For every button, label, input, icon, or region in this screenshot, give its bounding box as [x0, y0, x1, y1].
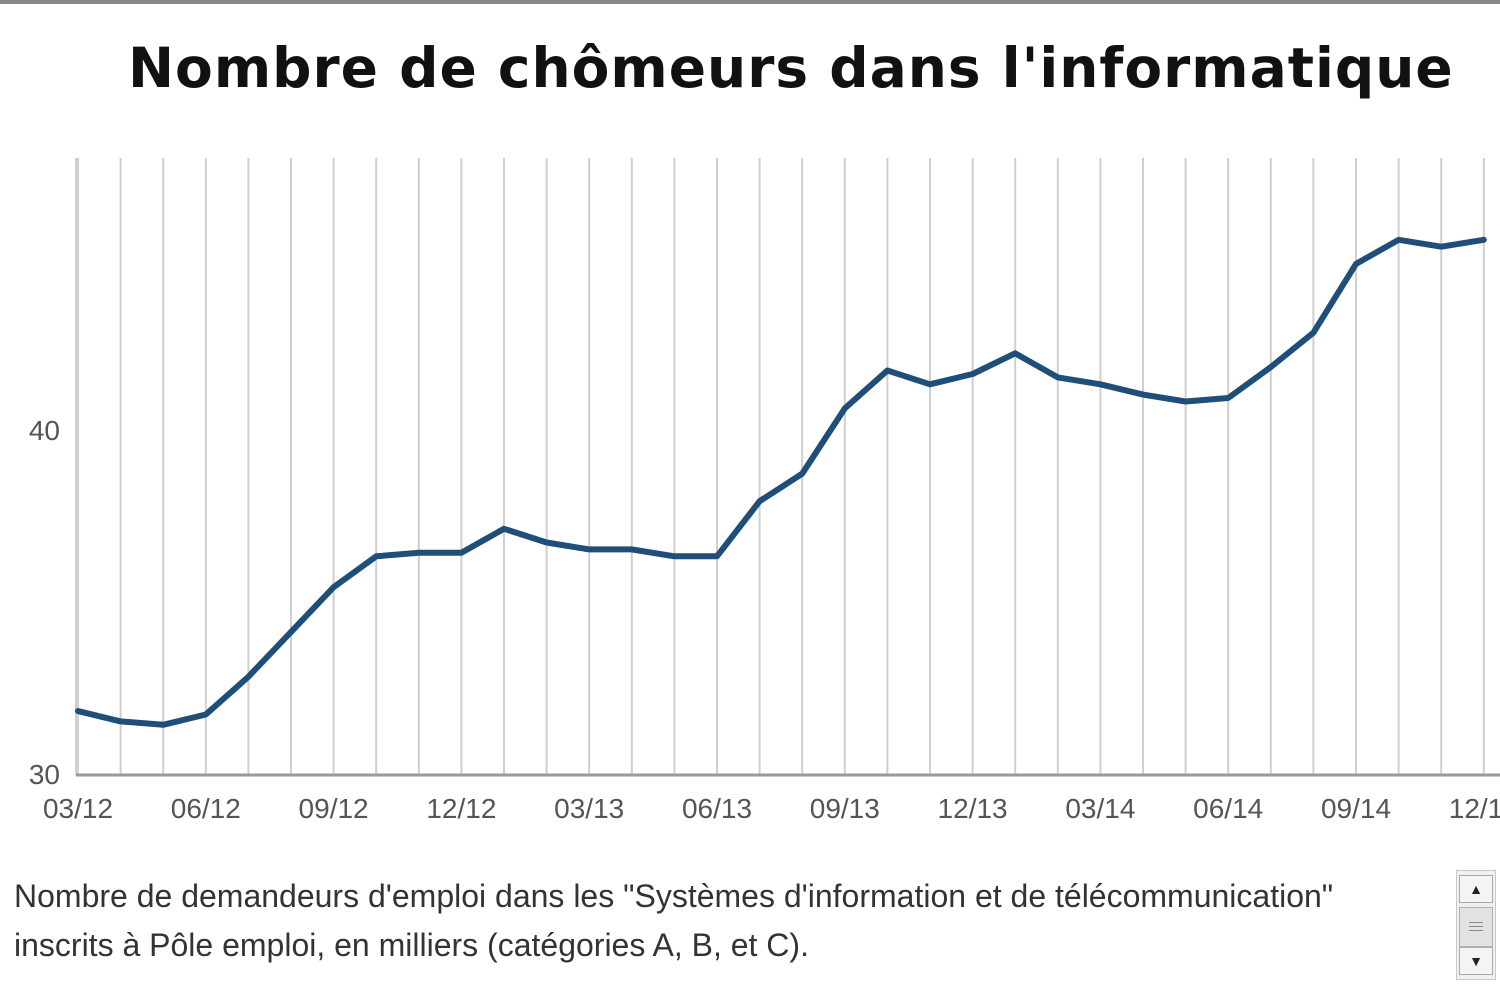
- vertical-gridlines: [77, 158, 1485, 775]
- x-tick-label: 03/12: [43, 793, 113, 824]
- top-border: [0, 0, 1500, 4]
- x-tick-label: 03/13: [554, 793, 624, 824]
- x-tick-label: 09/12: [299, 793, 369, 824]
- x-tick-label: 12/12: [426, 793, 496, 824]
- series-group: [75, 236, 1487, 728]
- y-axis: 30 40: [29, 158, 77, 790]
- arrow-down-icon: ▼: [1469, 953, 1483, 969]
- series-line-0: [75, 236, 1487, 728]
- scroll-down-button[interactable]: ▼: [1459, 947, 1493, 975]
- x-tick-label: 09/13: [810, 793, 880, 824]
- y-tick-label: 40: [29, 415, 60, 446]
- x-tick-label: 03/14: [1065, 793, 1135, 824]
- x-axis: 03/12 06/12 09/12 12/12 03/13 06/13 09/13 12/13…: [43, 773, 1500, 824]
- x-tick-label: 06/12: [171, 793, 241, 824]
- scroll-thumb[interactable]: [1459, 907, 1493, 947]
- x-tick-label: 06/13: [682, 793, 752, 824]
- caption-scrollbar[interactable]: ▲ ▼: [1456, 870, 1496, 980]
- x-tick-label: 09/14: [1321, 793, 1391, 824]
- scroll-up-button[interactable]: ▲: [1459, 875, 1493, 903]
- x-tick-label: 12/13: [938, 793, 1008, 824]
- x-tick-label: 06/14: [1193, 793, 1263, 824]
- x-tick-label: 12/14: [1449, 793, 1500, 824]
- chart-caption: Nombre de demandeurs d'emploi dans les "…: [14, 878, 1334, 963]
- chart-title: Nombre de chômeurs dans l'informatique: [128, 36, 1454, 100]
- line-chart: 30 40 03/12 06/12 09/12 12/12 03/13 06/13 09/13…: [29, 158, 1500, 824]
- arrow-up-icon: ▲: [1469, 881, 1483, 897]
- y-tick-label: 30: [29, 759, 60, 790]
